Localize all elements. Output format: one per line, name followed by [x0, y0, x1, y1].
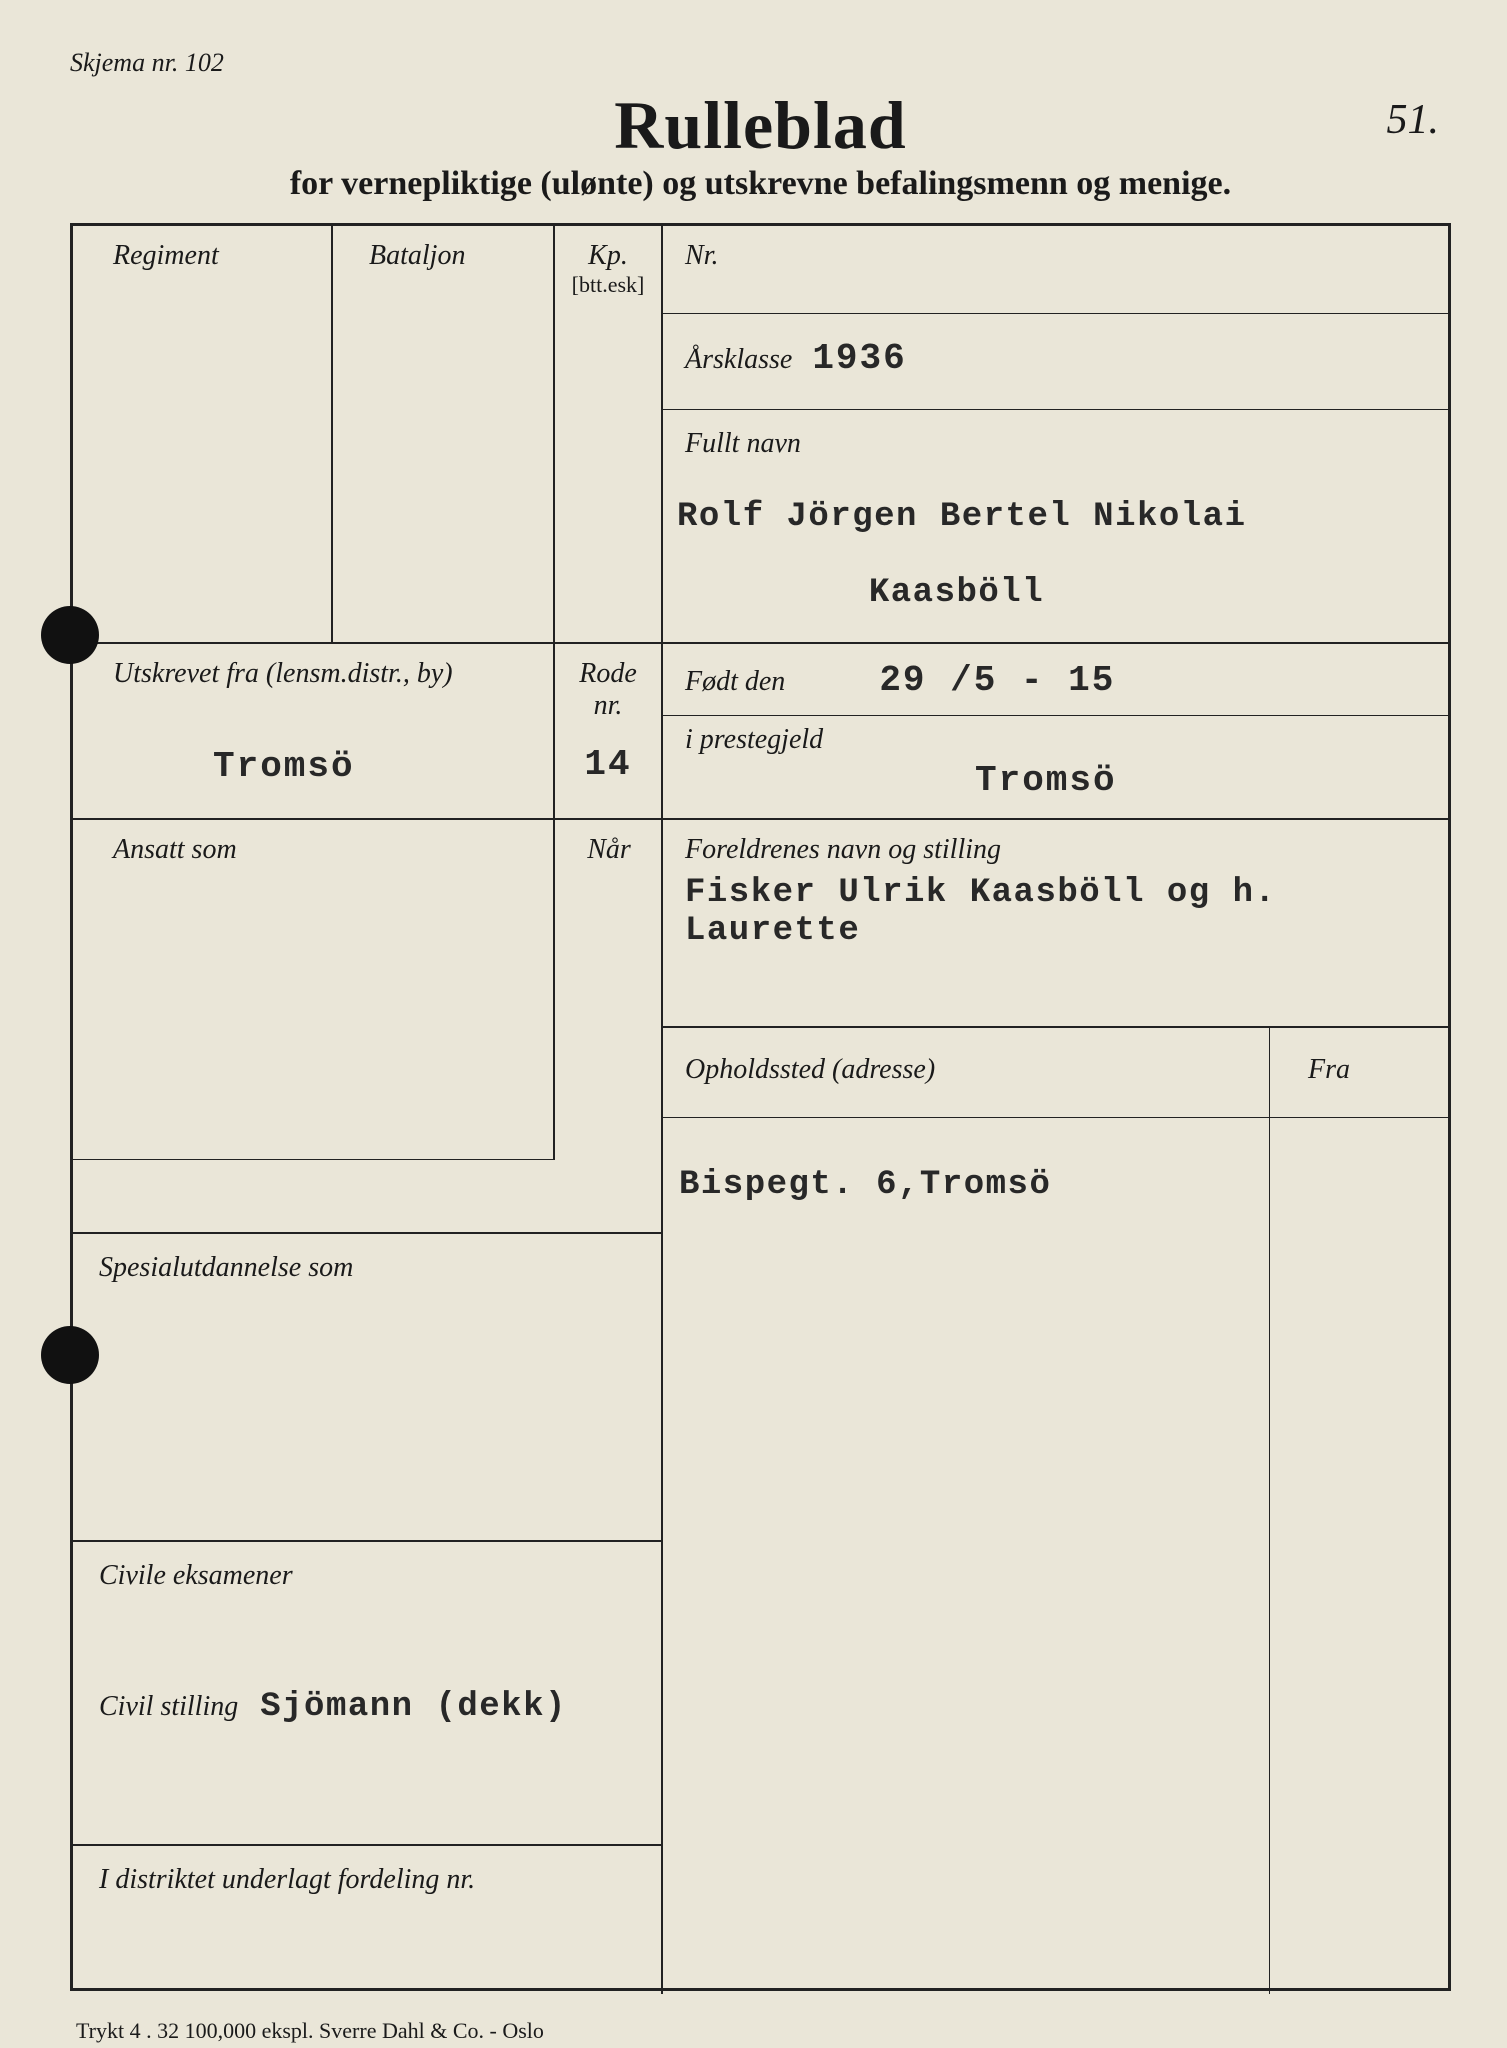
ansatt-block: Ansatt som Når	[73, 820, 661, 1234]
ansatt-label: Ansatt som	[113, 834, 553, 866]
row3-left: Ansatt som Når Spesialutdannelse som Civ…	[73, 820, 663, 1994]
spesial-cell: Spesialutdannelse som	[73, 1234, 661, 1542]
civile-cell: Civile eksamener Civil stilling Sjömann …	[73, 1542, 661, 1846]
form-title: Rulleblad	[70, 86, 1451, 165]
civile-label: Civile eksamener	[99, 1560, 661, 1592]
spesial-label: Spesialutdannelse som	[99, 1252, 661, 1284]
regiment-label: Regiment	[113, 240, 331, 272]
civil-stilling-row: Civil stilling Sjömann (dekk)	[99, 1688, 661, 1726]
prestegjeld-label: i prestegjeld	[685, 724, 1448, 756]
rode-sublabel: nr.	[555, 690, 661, 722]
page: Skjema nr. 102 Rulleblad 51. for vernepl…	[70, 48, 1451, 2008]
fodt-cell: Født den 29 /5 - 15	[663, 644, 1448, 716]
fodt-label: Født den	[685, 666, 785, 697]
kp-sublabel: [btt.esk]	[555, 272, 661, 298]
nr-label: Nr.	[685, 240, 718, 271]
utskrevet-label: Utskrevet fra (lensm.distr., by)	[113, 658, 553, 690]
ansatt-som-cell: Ansatt som	[73, 820, 555, 1160]
foreldre-line2: Laurette	[685, 912, 1448, 950]
opphold-header: Opholdssted (adresse) Fra	[663, 1028, 1448, 1118]
foreldre-label: Foreldrenes navn og stilling	[685, 834, 1448, 866]
kp-cell: Kp. [btt.esk]	[555, 226, 663, 642]
civil-stilling-label: Civil stilling	[99, 1691, 238, 1722]
fullt-navn-label: Fullt navn	[685, 428, 1448, 460]
fra-body-cell	[1270, 1118, 1448, 1994]
row-1: Regiment Bataljon Kp. [btt.esk] Nr. Årsk…	[73, 226, 1448, 644]
nar-label: Når	[555, 834, 663, 866]
row-2: Utskrevet fra (lensm.distr., by) Tromsö …	[73, 644, 1448, 820]
prestegjeld-cell: i prestegjeld Tromsö	[663, 716, 1448, 801]
nr-cell: Nr.	[663, 226, 1448, 314]
arsklasse-cell: Årsklasse 1936	[663, 314, 1448, 410]
rode-cell: Rode nr. 14	[555, 644, 663, 818]
row1-right: Nr. Årsklasse 1936 Fullt navn Rolf Jörge…	[663, 226, 1448, 642]
skjema-label: Skjema nr. 102	[70, 48, 1451, 78]
civil-stilling-value: Sjömann (dekk)	[260, 1688, 567, 1726]
fodt-value: 29 /5 - 15	[879, 660, 1115, 701]
fullt-navn-cell: Fullt navn Rolf Jörgen Bertel Nikolai Ka…	[663, 410, 1448, 612]
nar-cell: Når	[555, 820, 663, 1234]
bataljon-label: Bataljon	[369, 240, 553, 272]
row3-right: Foreldrenes navn og stilling Fisker Ulri…	[663, 820, 1448, 1994]
arsklasse-label: Årsklasse	[685, 344, 792, 375]
foreldre-line1: Fisker Ulrik Kaasböll og h.	[685, 874, 1448, 912]
fullt-navn-line2: Kaasböll	[685, 574, 1448, 612]
form-subtitle: for vernepliktige (ulønte) og utskrevne …	[70, 165, 1451, 203]
footer-print-info: Trykt 4 . 32 100,000 ekspl. Sverre Dahl …	[76, 2018, 544, 2044]
rode-value: 14	[555, 744, 661, 785]
fra-label: Fra	[1270, 1028, 1448, 1117]
foreldre-cell: Foreldrenes navn og stilling Fisker Ulri…	[663, 820, 1448, 1028]
opphold-address-cell: Bispegt. 6,Tromsö	[663, 1118, 1270, 1994]
arsklasse-value: 1936	[812, 338, 906, 379]
distrikt-cell: I distriktet underlagt fordeling nr.	[73, 1846, 661, 1994]
title-row: Rulleblad 51.	[70, 86, 1451, 165]
handwritten-page-number: 51.	[1387, 96, 1440, 144]
form-box: Regiment Bataljon Kp. [btt.esk] Nr. Årsk…	[70, 223, 1451, 1991]
kp-label: Kp.	[555, 240, 661, 272]
opphold-value: Bispegt. 6,Tromsö	[679, 1166, 1269, 1204]
regiment-cell: Regiment	[73, 226, 333, 642]
rode-label: Rode	[555, 658, 661, 690]
utskrevet-value: Tromsö	[213, 746, 553, 787]
prestegjeld-value: Tromsö	[975, 760, 1448, 801]
opphold-block: Opholdssted (adresse) Fra Bispegt. 6,Tro…	[663, 1028, 1448, 1994]
punch-hole-icon	[41, 606, 99, 664]
fullt-navn-line1: Rolf Jörgen Bertel Nikolai	[677, 498, 1448, 536]
row2-right: Født den 29 /5 - 15 i prestegjeld Tromsö	[663, 644, 1448, 818]
opphold-body: Bispegt. 6,Tromsö	[663, 1118, 1448, 1994]
utskrevet-cell: Utskrevet fra (lensm.distr., by) Tromsö	[73, 644, 555, 818]
opphold-label: Opholdssted (adresse)	[663, 1028, 1270, 1117]
punch-hole-icon	[41, 1326, 99, 1384]
row-3: Ansatt som Når Spesialutdannelse som Civ…	[73, 820, 1448, 1994]
bataljon-cell: Bataljon	[333, 226, 555, 642]
distrikt-label: I distriktet underlagt fordeling nr.	[99, 1864, 661, 1896]
